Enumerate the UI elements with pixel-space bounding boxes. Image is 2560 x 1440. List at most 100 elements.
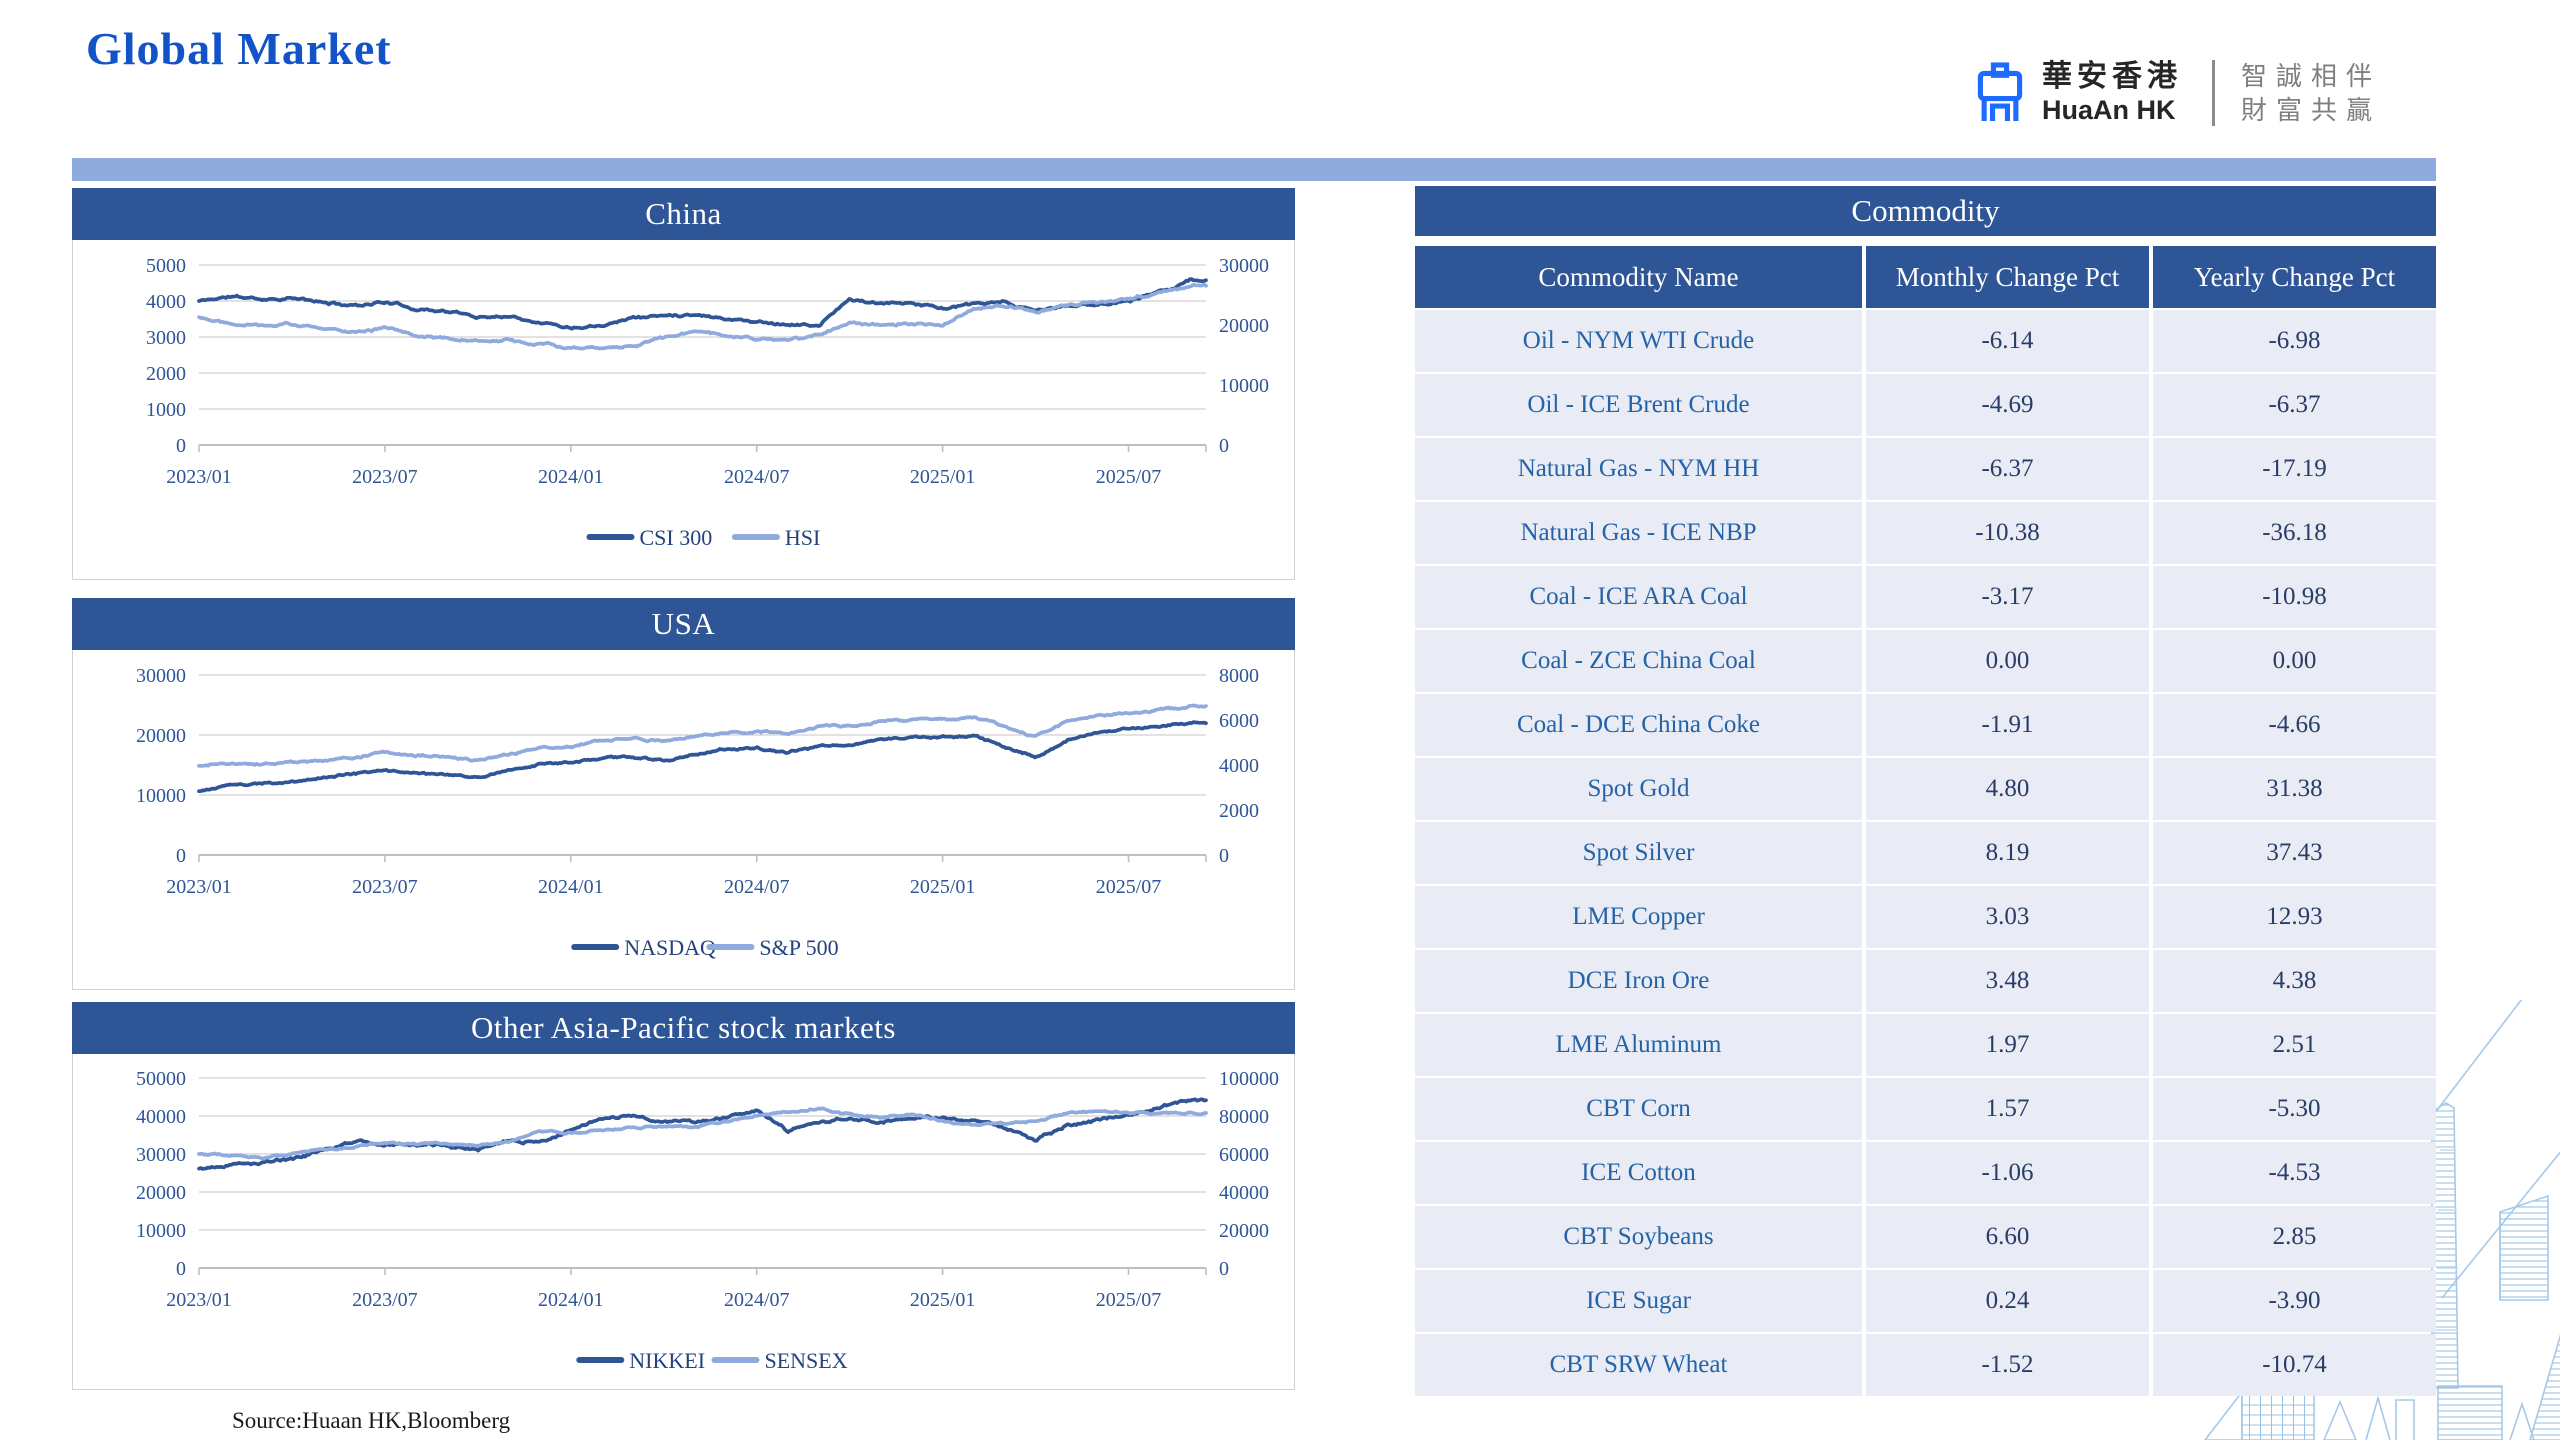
- svg-text:100000: 100000: [1219, 1068, 1279, 1090]
- logo-english-name: HuaAn HK: [2042, 95, 2176, 125]
- china-panel-title: China: [72, 188, 1295, 240]
- table-row-16-yearly: -10.74: [2153, 1334, 2436, 1396]
- svg-text:0: 0: [176, 1258, 186, 1280]
- table-row-5-name: Coal - ZCE China Coal: [1415, 630, 1862, 692]
- svg-text:0: 0: [1219, 435, 1229, 457]
- svg-text:2025/01: 2025/01: [910, 876, 976, 898]
- table-row-11-name: LME Aluminum: [1415, 1014, 1862, 1076]
- svg-text:10000: 10000: [1219, 375, 1269, 397]
- series-line-sensex: [197, 1106, 1208, 1161]
- svg-text:60000: 60000: [1219, 1144, 1269, 1166]
- table-row-3-name: Natural Gas - ICE NBP: [1415, 502, 1862, 564]
- table-row-1-name: Oil - ICE Brent Crude: [1415, 374, 1862, 436]
- asia-pacific-panel-title: Other Asia-Pacific stock markets: [72, 1002, 1295, 1054]
- logo-divider: [2212, 60, 2215, 126]
- table-row-4-name: Coal - ICE ARA Coal: [1415, 566, 1862, 628]
- svg-text:SENSEX: SENSEX: [765, 1348, 848, 1373]
- china-chart: 0 1000 2000 3000 4000 5000 0 10000 20000 30000 202…: [146, 255, 1269, 550]
- svg-text:2023/01: 2023/01: [166, 1289, 232, 1311]
- svg-text:30000: 30000: [136, 665, 186, 687]
- usa-panel-title: USA: [72, 598, 1295, 650]
- table-row-6-name: Coal - DCE China Coke: [1415, 694, 1862, 756]
- svg-text:2025/01: 2025/01: [910, 1289, 976, 1311]
- table-row-16-monthly: -1.52: [1866, 1334, 2149, 1396]
- table-row-8-monthly: 8.19: [1866, 822, 2149, 884]
- table-row-15-yearly: -3.90: [2153, 1270, 2436, 1332]
- svg-text:NIKKEI: NIKKEI: [629, 1348, 705, 1373]
- series-line-s-p-500: [197, 703, 1208, 768]
- svg-text:S&P 500: S&P 500: [759, 935, 838, 960]
- legend-item-s-p-500: S&P 500: [706, 935, 839, 960]
- svg-text:10000: 10000: [136, 1220, 186, 1242]
- table-row-14-monthly: 6.60: [1866, 1206, 2149, 1268]
- series-line-csi-300: [197, 277, 1208, 331]
- table-row-0-yearly: -6.98: [2153, 310, 2436, 372]
- table-row-10-name: DCE Iron Ore: [1415, 950, 1862, 1012]
- svg-text:20000: 20000: [1219, 315, 1269, 337]
- svg-text:2025/07: 2025/07: [1096, 876, 1162, 898]
- source-note: Source:Huaan HK,Bloomberg: [232, 1408, 511, 1433]
- svg-text:30000: 30000: [136, 1144, 186, 1166]
- table-row-12-name: CBT Corn: [1415, 1078, 1862, 1140]
- column-header-commodity-name: Commodity Name: [1415, 246, 1862, 308]
- svg-text:2023/07: 2023/07: [352, 466, 418, 488]
- svg-text:2025/01: 2025/01: [910, 466, 976, 488]
- table-row-15-monthly: 0.24: [1866, 1270, 2149, 1332]
- table-row-9-monthly: 3.03: [1866, 886, 2149, 948]
- svg-text:2000: 2000: [1219, 800, 1259, 822]
- svg-text:20000: 20000: [1219, 1220, 1269, 1242]
- huaan-logo-icon: [1977, 62, 2023, 121]
- table-row-12-yearly: -5.30: [2153, 1078, 2436, 1140]
- page-title: Global Market: [86, 23, 392, 74]
- table-row-13-monthly: -1.06: [1866, 1142, 2149, 1204]
- asia-pacific-chart: 0 10000 20000 30000 40000 50000 0 20000 40000 600…: [136, 1068, 1279, 1373]
- table-row-9-name: LME Copper: [1415, 886, 1862, 948]
- table-row-2-name: Natural Gas - NYM HH: [1415, 438, 1862, 500]
- legend-item-nikkei: NIKKEI: [576, 1348, 705, 1373]
- svg-text:5000: 5000: [146, 255, 186, 277]
- table-row-2-yearly: -17.19: [2153, 438, 2436, 500]
- table-row-4-yearly: -10.98: [2153, 566, 2436, 628]
- svg-text:4000: 4000: [1219, 755, 1259, 777]
- usa-chart-panel: USA 0 10000 20000 30000 0 2000 4000 6000 8000 202…: [72, 598, 1295, 990]
- svg-text:2023/01: 2023/01: [166, 876, 232, 898]
- table-row-7-monthly: 4.80: [1866, 758, 2149, 820]
- svg-text:2024/07: 2024/07: [724, 876, 790, 898]
- legend-item-csi-300: CSI 300: [586, 525, 712, 550]
- accent-band: [72, 158, 2436, 181]
- svg-text:20000: 20000: [136, 725, 186, 747]
- svg-text:3000: 3000: [146, 327, 186, 349]
- table-row-6-monthly: -1.91: [1866, 694, 2149, 756]
- table-row-9-yearly: 12.93: [2153, 886, 2436, 948]
- series-line-nasdaq: [197, 720, 1208, 794]
- table-row-10-yearly: 4.38: [2153, 950, 2436, 1012]
- table-row-8-yearly: 37.43: [2153, 822, 2436, 884]
- svg-text:40000: 40000: [1219, 1182, 1269, 1204]
- svg-text:2024/01: 2024/01: [538, 1289, 604, 1311]
- svg-text:80000: 80000: [1219, 1106, 1269, 1128]
- table-row-13-yearly: -4.53: [2153, 1142, 2436, 1204]
- svg-text:0: 0: [176, 435, 186, 457]
- company-logo: 華安香港 HuaAn HK 智誠相伴 財富共贏: [1972, 56, 2381, 130]
- table-row-1-monthly: -4.69: [1866, 374, 2149, 436]
- logo-slogan-line2: 財富共贏: [2241, 95, 2382, 125]
- table-row-2-monthly: -6.37: [1866, 438, 2149, 500]
- svg-text:50000: 50000: [136, 1068, 186, 1090]
- svg-text:NASDAQ: NASDAQ: [624, 935, 716, 960]
- legend-item-nasdaq: NASDAQ: [571, 935, 716, 960]
- svg-text:6000: 6000: [1219, 710, 1259, 732]
- table-row-12-monthly: 1.57: [1866, 1078, 2149, 1140]
- column-header-monthly-change: Monthly Change Pct: [1866, 246, 2149, 308]
- svg-text:0: 0: [176, 845, 186, 867]
- svg-text:4000: 4000: [146, 291, 186, 313]
- svg-text:2024/07: 2024/07: [724, 1289, 790, 1311]
- table-row-11-yearly: 2.51: [2153, 1014, 2436, 1076]
- svg-text:30000: 30000: [1219, 255, 1269, 277]
- table-row-8-name: Spot Silver: [1415, 822, 1862, 884]
- table-row-5-monthly: 0.00: [1866, 630, 2149, 692]
- table-row-14-yearly: 2.85: [2153, 1206, 2436, 1268]
- legend-item-sensex: SENSEX: [711, 1348, 848, 1373]
- svg-text:8000: 8000: [1219, 665, 1259, 687]
- table-row-14-name: CBT Soybeans: [1415, 1206, 1862, 1268]
- svg-text:2000: 2000: [146, 363, 186, 385]
